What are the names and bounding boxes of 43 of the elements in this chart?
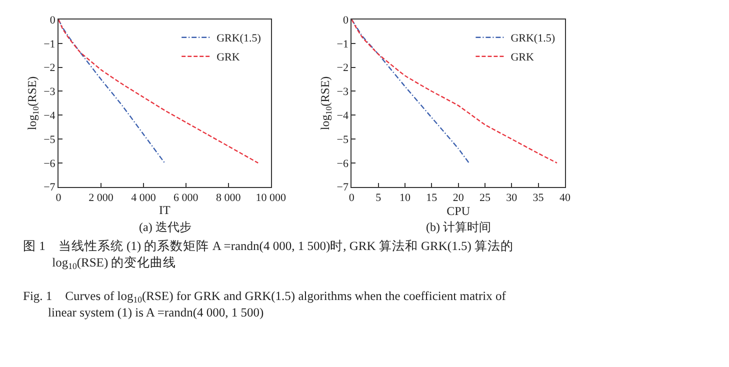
legend-label: GRK(1.5): [510, 32, 556, 45]
x-tick-label: 20: [452, 192, 464, 204]
line-series: [58, 20, 166, 164]
x-axis-title: IT: [159, 202, 172, 217]
y-tick-label: −4: [336, 110, 349, 122]
x-tick-label: 25: [479, 192, 491, 204]
x-tick-label: 30: [506, 192, 518, 204]
x-tick-label: 35: [532, 192, 544, 204]
legend-label: GRK: [510, 52, 534, 64]
line-series: [352, 20, 470, 164]
y-tick-label: −3: [336, 86, 349, 98]
y-tick-label: −5: [336, 134, 349, 146]
x-axis-title: CPU: [446, 204, 470, 218]
x-tick-label: 5: [376, 192, 382, 204]
text: (b) 计算时间: [426, 220, 491, 234]
x-tick-label: 10 000: [256, 192, 286, 204]
y-tick-label: −3: [44, 86, 56, 98]
legend-label: GRK: [216, 52, 240, 64]
y-tick-label: 0: [50, 14, 56, 26]
x-tick-label: 6 000: [174, 192, 199, 204]
y-tick-label: −6: [336, 158, 349, 170]
x-tick-label: 4 000: [131, 192, 156, 204]
y-tick-label: −2: [336, 62, 348, 74]
y-tick-label: −6: [44, 158, 56, 170]
y-tick-label: −1: [44, 38, 56, 50]
y-tick-label: −4: [44, 110, 56, 122]
line-series: [58, 20, 259, 164]
line-series: [352, 20, 558, 164]
x-tick-label: 2 000: [88, 192, 114, 204]
y-tick-label: −5: [44, 134, 56, 146]
y-tick-label: 0: [342, 14, 349, 26]
text: (a) 迭代步: [139, 220, 192, 234]
x-tick-label: 8 000: [216, 192, 242, 204]
x-tick-label: 15: [426, 192, 438, 204]
y-tick-label: −7: [44, 182, 56, 194]
caption: 图 1 当线性系统 (1) 的系数矩阵 A =randn(4 000, 1 500)时, GRK 算法和 GRK(1.5) 算法的 log$_{10}$(RSE) 的变化曲线: [23, 239, 514, 271]
x-tick-label: 10: [399, 192, 411, 204]
caption: Fig. 1 Curves of log$_{10}$(RSE) for GRK and GRK(1.5) algorithms when the coefficient matrix of linear system (1) is A =randn(4 000, 1 500): [23, 289, 507, 320]
y-tick-label: −1: [336, 38, 348, 50]
y-tick-label: −7: [336, 182, 349, 194]
legend-label: GRK(1.5): [216, 32, 262, 45]
y-tick-label: −2: [44, 62, 56, 74]
x-tick-label: 40: [559, 192, 571, 204]
